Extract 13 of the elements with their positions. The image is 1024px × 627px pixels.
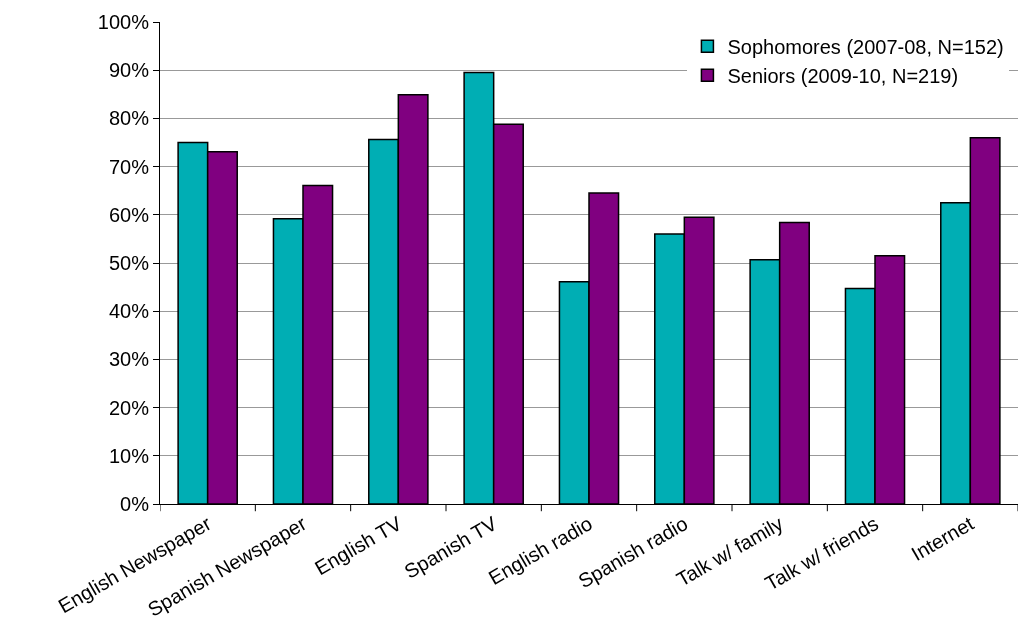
y-tick-label: 10% xyxy=(108,444,150,467)
y-tick-label: 90% xyxy=(108,59,150,82)
y-tick-label: 70% xyxy=(108,155,150,178)
legend-label: Sophomores (2007-08, N=152) xyxy=(727,36,1004,59)
y-tick-label: 60% xyxy=(108,203,150,226)
y-tick-label: 50% xyxy=(108,252,150,274)
y-tick-label: 0% xyxy=(120,493,150,515)
y-tick-label: 100% xyxy=(97,11,150,33)
y-tick-label: 80% xyxy=(108,107,150,130)
y-tick-label: 30% xyxy=(108,348,150,371)
legend-label: Seniors (2009-10, N=219) xyxy=(727,65,959,88)
y-tick-label: 20% xyxy=(108,396,150,419)
y-tick-label: 40% xyxy=(108,300,150,323)
